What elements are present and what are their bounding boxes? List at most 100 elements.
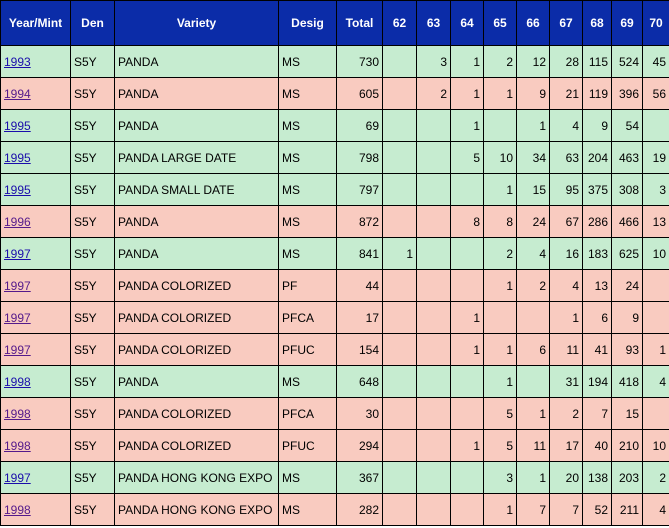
grade-69-cell: 24 bbox=[611, 269, 643, 302]
variety-cell: PANDA bbox=[114, 365, 279, 398]
col-header-year-mint: Year/Mint bbox=[0, 0, 71, 46]
variety-cell: PANDA COLORIZED bbox=[114, 397, 279, 430]
variety-cell: PANDA bbox=[114, 77, 279, 110]
grade-64-cell: 1 bbox=[450, 77, 484, 110]
desig-cell: MS bbox=[278, 77, 337, 110]
grade-62-cell bbox=[382, 205, 417, 238]
grade-67-cell: 16 bbox=[549, 237, 583, 270]
grade-63-cell bbox=[416, 365, 451, 398]
year-cell: 1995 bbox=[0, 141, 71, 174]
grade-65-cell: 8 bbox=[483, 205, 517, 238]
grade-63-cell bbox=[416, 109, 451, 142]
den-cell: S5Y bbox=[70, 493, 115, 526]
grade-64-cell: 5 bbox=[450, 141, 484, 174]
table-row: 1997 S5Y PANDA COLORIZED PFUC 154 1 1 6 11 41 93 1 bbox=[0, 333, 669, 366]
col-header-grade-64: 64 bbox=[450, 0, 484, 46]
year-link[interactable]: 1997 bbox=[4, 342, 31, 357]
year-link[interactable]: 1998 bbox=[4, 374, 31, 389]
table-row: 1997 S5Y PANDA COLORIZED PF 44 1 2 4 13 24 bbox=[0, 269, 669, 302]
grade-64-cell: 1 bbox=[450, 301, 484, 334]
year-link[interactable]: 1996 bbox=[4, 214, 31, 229]
total-cell: 154 bbox=[336, 333, 383, 366]
grade-68-cell: 183 bbox=[582, 237, 612, 270]
grade-65-cell: 1 bbox=[483, 77, 517, 110]
desig-cell: MS bbox=[278, 141, 337, 174]
col-header-grade-69: 69 bbox=[611, 0, 643, 46]
grade-63-cell bbox=[416, 205, 451, 238]
grade-67-cell: 17 bbox=[549, 429, 583, 462]
desig-cell: PFUC bbox=[278, 429, 337, 462]
year-link[interactable]: 1998 bbox=[4, 502, 31, 517]
grade-70-cell bbox=[642, 109, 669, 142]
den-cell: S5Y bbox=[70, 237, 115, 270]
variety-cell: PANDA COLORIZED bbox=[114, 301, 279, 334]
grade-62-cell bbox=[382, 45, 417, 78]
total-cell: 605 bbox=[336, 77, 383, 110]
total-cell: 798 bbox=[336, 141, 383, 174]
grade-62-cell bbox=[382, 173, 417, 206]
year-cell: 1997 bbox=[0, 237, 71, 270]
grade-66-cell: 15 bbox=[516, 173, 550, 206]
year-link[interactable]: 1995 bbox=[4, 118, 31, 133]
den-cell: S5Y bbox=[70, 397, 115, 430]
total-cell: 17 bbox=[336, 301, 383, 334]
year-link[interactable]: 1993 bbox=[4, 54, 31, 69]
grade-66-cell: 1 bbox=[516, 397, 550, 430]
desig-cell: MS bbox=[278, 493, 337, 526]
year-link[interactable]: 1997 bbox=[4, 278, 31, 293]
year-link[interactable]: 1997 bbox=[4, 310, 31, 325]
year-cell: 1998 bbox=[0, 397, 71, 430]
col-header-grade-70: 70 bbox=[642, 0, 669, 46]
total-cell: 44 bbox=[336, 269, 383, 302]
year-cell: 1995 bbox=[0, 173, 71, 206]
grade-62-cell bbox=[382, 141, 417, 174]
year-link[interactable]: 1994 bbox=[4, 86, 31, 101]
grade-66-cell: 7 bbox=[516, 493, 550, 526]
grade-64-cell: 1 bbox=[450, 109, 484, 142]
grade-63-cell bbox=[416, 173, 451, 206]
grade-65-cell: 1 bbox=[483, 269, 517, 302]
grade-68-cell: 286 bbox=[582, 205, 612, 238]
total-cell: 69 bbox=[336, 109, 383, 142]
total-cell: 872 bbox=[336, 205, 383, 238]
grade-69-cell: 211 bbox=[611, 493, 643, 526]
total-cell: 797 bbox=[336, 173, 383, 206]
grade-63-cell: 2 bbox=[416, 77, 451, 110]
grade-68-cell: 119 bbox=[582, 77, 612, 110]
grade-66-cell: 4 bbox=[516, 237, 550, 270]
table-row: 1998 S5Y PANDA MS 648 1 31 194 418 4 bbox=[0, 365, 669, 398]
table-row: 1993 S5Y PANDA MS 730 3 1 2 12 28 115 524 45 bbox=[0, 45, 669, 78]
grade-69-cell: 463 bbox=[611, 141, 643, 174]
total-cell: 841 bbox=[336, 237, 383, 270]
variety-cell: PANDA bbox=[114, 45, 279, 78]
variety-cell: PANDA bbox=[114, 205, 279, 238]
grade-69-cell: 524 bbox=[611, 45, 643, 78]
variety-cell: PANDA COLORIZED bbox=[114, 333, 279, 366]
grade-65-cell: 2 bbox=[483, 237, 517, 270]
variety-cell: PANDA LARGE DATE bbox=[114, 141, 279, 174]
desig-cell: PFCA bbox=[278, 397, 337, 430]
year-link[interactable]: 1995 bbox=[4, 150, 31, 165]
grade-69-cell: 9 bbox=[611, 301, 643, 334]
col-header-grade-66: 66 bbox=[516, 0, 550, 46]
year-link[interactable]: 1997 bbox=[4, 470, 31, 485]
total-cell: 282 bbox=[336, 493, 383, 526]
year-link[interactable]: 1995 bbox=[4, 182, 31, 197]
desig-cell: MS bbox=[278, 461, 337, 494]
den-cell: S5Y bbox=[70, 109, 115, 142]
den-cell: S5Y bbox=[70, 77, 115, 110]
grade-67-cell: 11 bbox=[549, 333, 583, 366]
grade-68-cell: 138 bbox=[582, 461, 612, 494]
grade-67-cell: 7 bbox=[549, 493, 583, 526]
grade-68-cell: 6 bbox=[582, 301, 612, 334]
year-link[interactable]: 1998 bbox=[4, 406, 31, 421]
den-cell: S5Y bbox=[70, 333, 115, 366]
year-link[interactable]: 1997 bbox=[4, 246, 31, 261]
den-cell: S5Y bbox=[70, 301, 115, 334]
col-header-grade-62: 62 bbox=[382, 0, 417, 46]
col-header-den: Den bbox=[70, 0, 115, 46]
variety-cell: PANDA COLORIZED bbox=[114, 429, 279, 462]
grade-62-cell bbox=[382, 77, 417, 110]
total-cell: 648 bbox=[336, 365, 383, 398]
year-link[interactable]: 1998 bbox=[4, 438, 31, 453]
